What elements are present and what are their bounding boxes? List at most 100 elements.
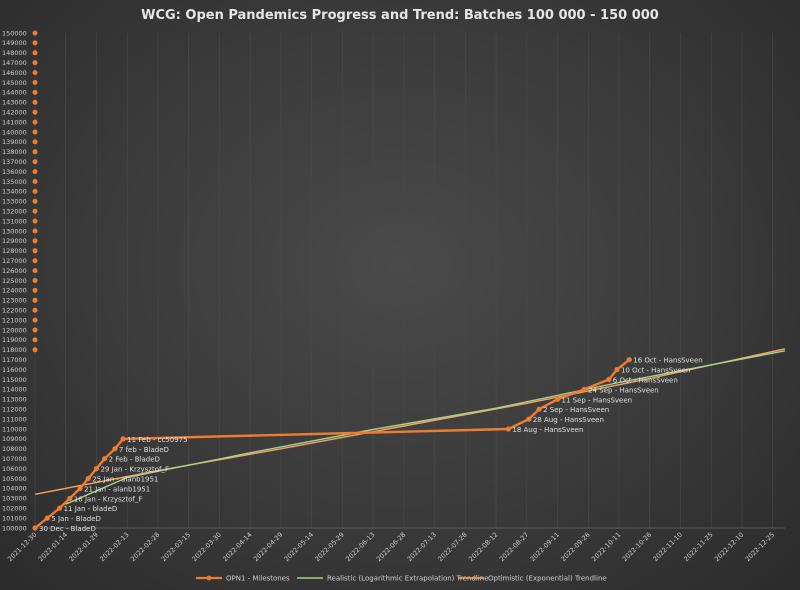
y-tick-label: 108000 [2, 445, 27, 453]
legend-marker [206, 575, 212, 581]
x-tick-label: 2022-07-13 [406, 531, 438, 563]
milestone-marker [93, 466, 100, 472]
point-labels: 30 Dec - BladeD 5 Jan - BladeD 11 Jan - bl… [39, 357, 703, 533]
future-target-marker [32, 287, 38, 293]
y-tick-label: 146000 [2, 69, 27, 77]
x-tick-label: 2022-02-13 [98, 531, 130, 563]
future-target-marker [32, 297, 38, 303]
x-tick-label: 2022-12-25 [744, 531, 776, 563]
y-tick-label: 112000 [2, 406, 27, 414]
x-tick-label: 2022-10-11 [590, 531, 622, 563]
future-target-marker [32, 139, 38, 145]
milestone-label: 25 Jan - alanb1951 [92, 476, 158, 484]
future-target-marker [32, 347, 38, 353]
y-tick-label: 117000 [2, 356, 27, 364]
trendline-layer [34, 348, 786, 505]
y-tick-label: 145000 [2, 79, 27, 87]
y-tick-label: 144000 [2, 89, 27, 97]
legend-label: Realistic (Logarithmic Extrapolation) Tr… [327, 575, 488, 583]
milestone-label: 21 Jan - alanb1951 [84, 485, 150, 493]
milestone-marker [120, 436, 126, 442]
y-tick-label: 127000 [2, 257, 27, 265]
milestone-marker [67, 495, 73, 501]
legend-label: Optimistic (Exponential) Trendline [488, 575, 607, 583]
chart-title: WCG: Open Pandemics Progress and Trend: … [141, 8, 659, 23]
y-tick-label: 109000 [2, 435, 27, 443]
x-tick-label: 2022-06-13 [344, 531, 376, 563]
y-tick-label: 125000 [2, 277, 27, 285]
future-target-marker [32, 80, 38, 85]
y-tick-label: 122000 [2, 307, 27, 315]
y-tick-label: 123000 [2, 297, 27, 305]
y-tick-label: 110000 [2, 425, 27, 433]
y-tick-label: 141000 [2, 118, 27, 126]
milestone-layer [32, 30, 632, 531]
future-target-marker [32, 218, 38, 224]
legend-label: OPN1 - Milestones [226, 575, 290, 583]
future-target-marker [32, 159, 38, 165]
y-tick-label: 104000 [2, 485, 27, 493]
y-tick-label: 121000 [2, 316, 27, 324]
x-tick-label: 2022-08-12 [467, 531, 499, 563]
y-tick-label: 107000 [2, 455, 27, 463]
legend: OPN1 - Milestones Realistic (Logarithmic … [196, 575, 607, 583]
future-target-marker [32, 228, 38, 234]
milestone-marker [536, 406, 542, 412]
future-target-marker [32, 208, 38, 214]
milestone-label: 11 Sep - HansSveen [562, 396, 633, 404]
milestone-label: 16 Oct - HansSveen [633, 357, 702, 365]
milestone-label: 2 Feb - BladeD [109, 456, 160, 464]
milestone-marker [102, 456, 108, 462]
milestone-marker [581, 386, 587, 392]
grid-layer [34, 33, 785, 529]
y-tick-label: 149000 [2, 39, 27, 47]
future-target-marker [32, 30, 38, 36]
milestone-marker [606, 376, 612, 383]
milestone-marker [554, 396, 561, 402]
x-tick-label: 2022-01-29 [68, 531, 100, 563]
x-axis-ticks: 2021-12-302022-01-142022-01-292022-02-13… [6, 531, 776, 563]
future-target-marker [32, 238, 38, 244]
y-tick-label: 126000 [2, 267, 27, 275]
future-target-marker [32, 317, 38, 323]
future-target-marker [32, 188, 38, 194]
y-tick-label: 148000 [2, 49, 27, 57]
x-tick-label: 2022-03-30 [190, 531, 222, 563]
milestone-label: 6 Oct - HansSveen [613, 377, 678, 385]
x-tick-label: 2022-09-11 [529, 531, 561, 563]
milestone-marker [77, 485, 83, 491]
y-tick-label: 136000 [2, 168, 27, 176]
x-tick-label: 2022-03-15 [160, 531, 192, 563]
future-target-marker [32, 99, 38, 105]
milestone-label: 10 Oct - HansSveen [621, 367, 690, 375]
y-tick-label: 128000 [2, 247, 27, 255]
y-tick-label: 119000 [2, 336, 27, 344]
y-tick-label: 105000 [2, 475, 27, 483]
y-tick-label: 132000 [2, 208, 27, 216]
y-tick-label: 135000 [2, 178, 27, 186]
milestone-marker [85, 475, 91, 482]
future-target-marker [32, 179, 38, 184]
y-tick-label: 115000 [2, 376, 27, 384]
y-tick-label: 124000 [2, 287, 27, 295]
y-tick-label: 134000 [2, 188, 27, 196]
milestone-marker [44, 515, 50, 521]
future-target-marker [32, 109, 38, 115]
y-tick-label: 138000 [2, 148, 27, 156]
future-target-marker [32, 119, 38, 125]
milestone-marker [56, 505, 63, 511]
future-target-marker [32, 258, 38, 264]
x-tick-label: 2022-04-29 [252, 531, 284, 563]
future-target-marker [32, 50, 38, 56]
y-tick-label: 147000 [2, 59, 27, 67]
future-target-marker [32, 268, 38, 274]
x-tick-label: 2022-08-27 [498, 531, 530, 563]
milestone-label: 29 Jan - Krzysztof_F [100, 466, 169, 474]
future-target-marker [32, 70, 38, 76]
future-target-marker [32, 248, 38, 254]
y-tick-label: 140000 [2, 128, 27, 136]
y-tick-label: 103000 [2, 495, 27, 503]
y-tick-label: 120000 [2, 326, 27, 334]
